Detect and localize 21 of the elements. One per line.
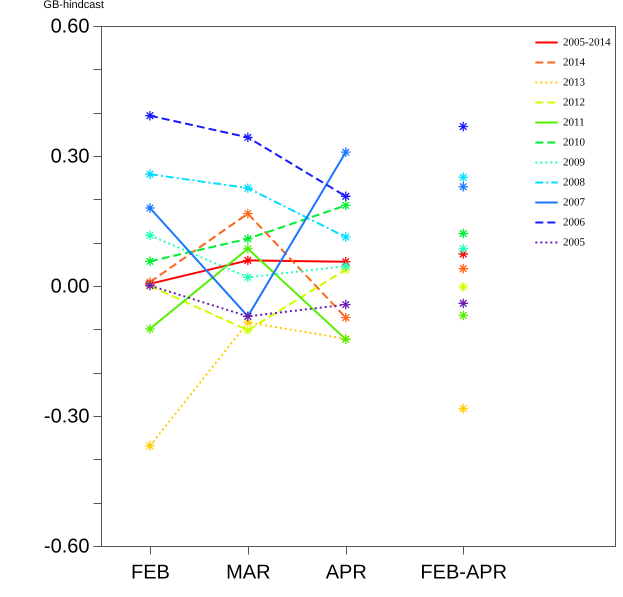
y-tick-label: 0.30: [50, 146, 90, 168]
legend-label: 2012: [563, 96, 585, 108]
legend-label: 2010: [563, 136, 586, 148]
y-tick-label: -0.30: [44, 406, 90, 428]
legend-label: 2011: [563, 116, 585, 128]
y-tick-label: 0.60: [50, 16, 90, 38]
legend-label: 2013: [563, 76, 586, 88]
x-tick-label: FEB: [131, 562, 170, 584]
y-tick-label: -0.60: [44, 536, 90, 558]
legend-label: 2008: [563, 176, 586, 188]
chart-title: GB-hindcast: [43, 0, 104, 11]
legend-label: 2005-2014: [563, 36, 612, 48]
y-tick-label: 0.00: [50, 276, 90, 298]
x-tick-label: APR: [326, 562, 367, 584]
legend-label: 2007: [563, 196, 586, 208]
legend-label: 2009: [563, 156, 586, 168]
legend-label: 2006: [563, 216, 586, 228]
legend-label: 2014: [563, 56, 586, 68]
legend-label: 2005: [563, 236, 586, 248]
x-tick-label: FEB-APR: [420, 562, 508, 584]
x-tick-label: MAR: [226, 562, 271, 584]
